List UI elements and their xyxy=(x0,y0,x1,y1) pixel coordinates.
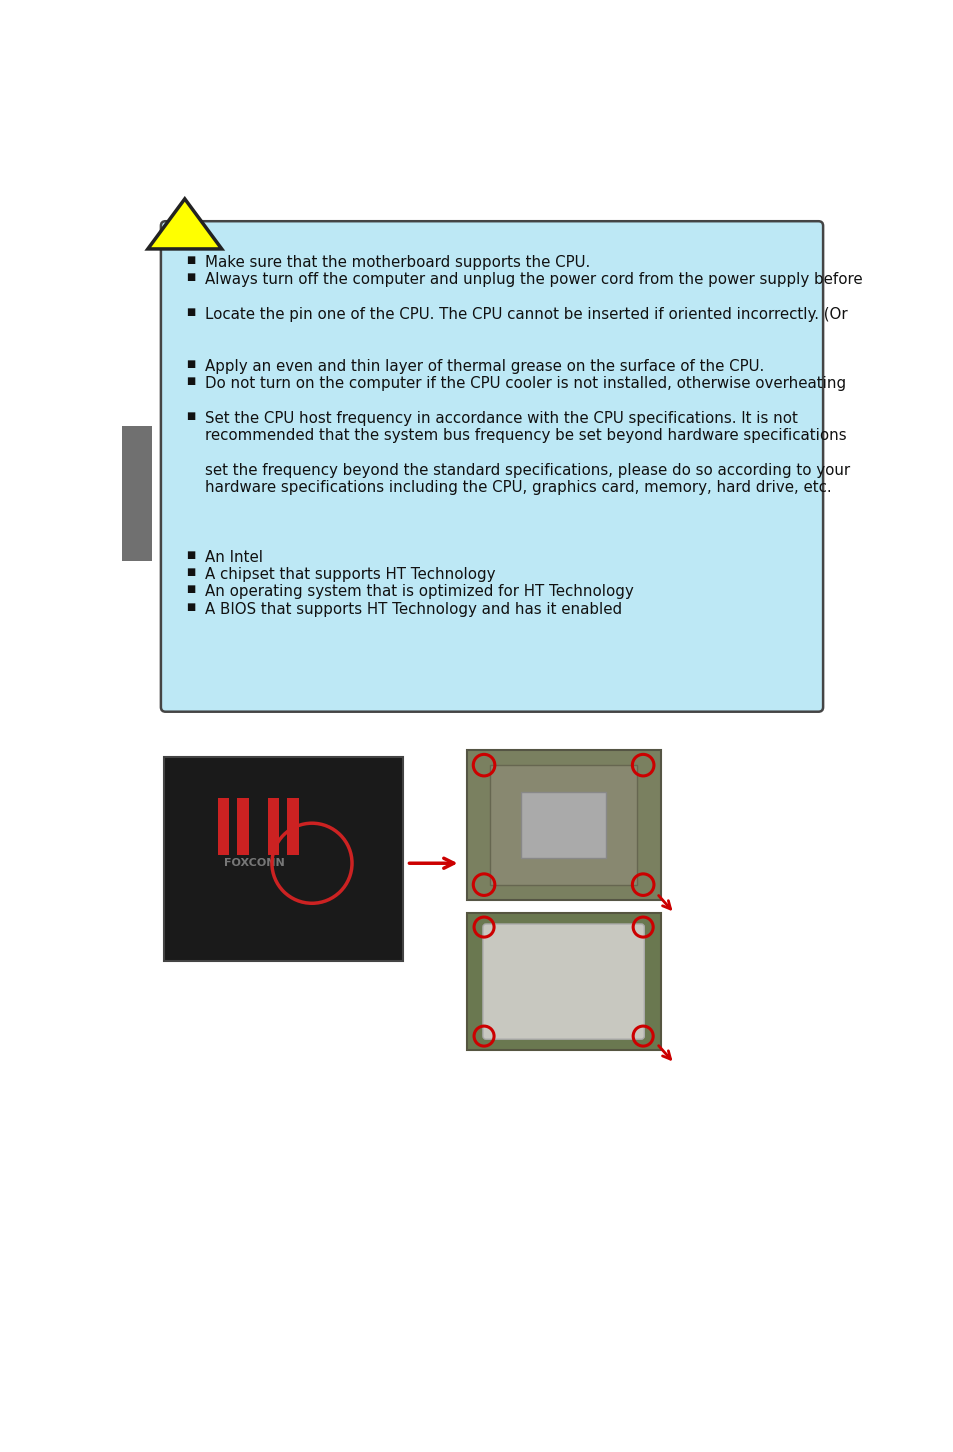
Bar xyxy=(217,799,229,855)
Text: hardware specifications including the CPU, graphics card, memory, hard drive, et: hardware specifications including the CP… xyxy=(205,481,831,495)
Text: ■: ■ xyxy=(186,584,195,594)
Text: Always turn off the computer and unplug the power cord from the power supply bef: Always turn off the computer and unplug … xyxy=(205,273,862,287)
Text: Make sure that the motherboard supports the CPU.: Make sure that the motherboard supports … xyxy=(205,256,589,270)
Bar xyxy=(466,913,659,1050)
Bar xyxy=(490,765,637,884)
Bar xyxy=(287,799,298,855)
Text: ■: ■ xyxy=(186,359,195,369)
Text: ■: ■ xyxy=(186,566,195,576)
Bar xyxy=(268,799,279,855)
Text: An Intel: An Intel xyxy=(205,550,262,565)
Text: Apply an even and thin layer of thermal grease on the surface of the CPU.: Apply an even and thin layer of thermal … xyxy=(205,359,763,375)
Bar xyxy=(164,756,402,961)
Text: Set the CPU host frequency in accordance with the CPU specifications. It is not: Set the CPU host frequency in accordance… xyxy=(205,411,797,425)
Text: Locate the pin one of the CPU. The CPU cannot be inserted if oriented incorrectl: Locate the pin one of the CPU. The CPU c… xyxy=(205,306,846,322)
Text: ■: ■ xyxy=(186,273,195,283)
Text: ■: ■ xyxy=(186,306,195,317)
Bar xyxy=(466,751,659,900)
Text: An operating system that is optimized for HT Technology: An operating system that is optimized fo… xyxy=(205,584,633,600)
FancyBboxPatch shape xyxy=(482,923,643,1040)
FancyBboxPatch shape xyxy=(161,221,822,711)
Text: Do not turn on the computer if the CPU cooler is not installed, otherwise overhe: Do not turn on the computer if the CPU c… xyxy=(205,376,845,392)
Text: set the frequency beyond the standard specifications, please do so according to : set the frequency beyond the standard sp… xyxy=(205,463,849,478)
Text: ■: ■ xyxy=(186,601,195,611)
Bar xyxy=(520,791,606,858)
Text: FOXCONN: FOXCONN xyxy=(224,858,285,868)
Polygon shape xyxy=(148,199,221,248)
Bar xyxy=(237,799,249,855)
Text: ■: ■ xyxy=(186,256,195,266)
Text: recommended that the system bus frequency be set beyond hardware specifications: recommended that the system bus frequenc… xyxy=(205,428,845,443)
Text: A BIOS that supports HT Technology and has it enabled: A BIOS that supports HT Technology and h… xyxy=(205,601,621,617)
Text: ■: ■ xyxy=(186,411,195,421)
Text: ■: ■ xyxy=(186,550,195,559)
Text: ■: ■ xyxy=(186,376,195,386)
Text: A chipset that supports HT Technology: A chipset that supports HT Technology xyxy=(205,566,495,582)
Bar xyxy=(122,425,152,560)
